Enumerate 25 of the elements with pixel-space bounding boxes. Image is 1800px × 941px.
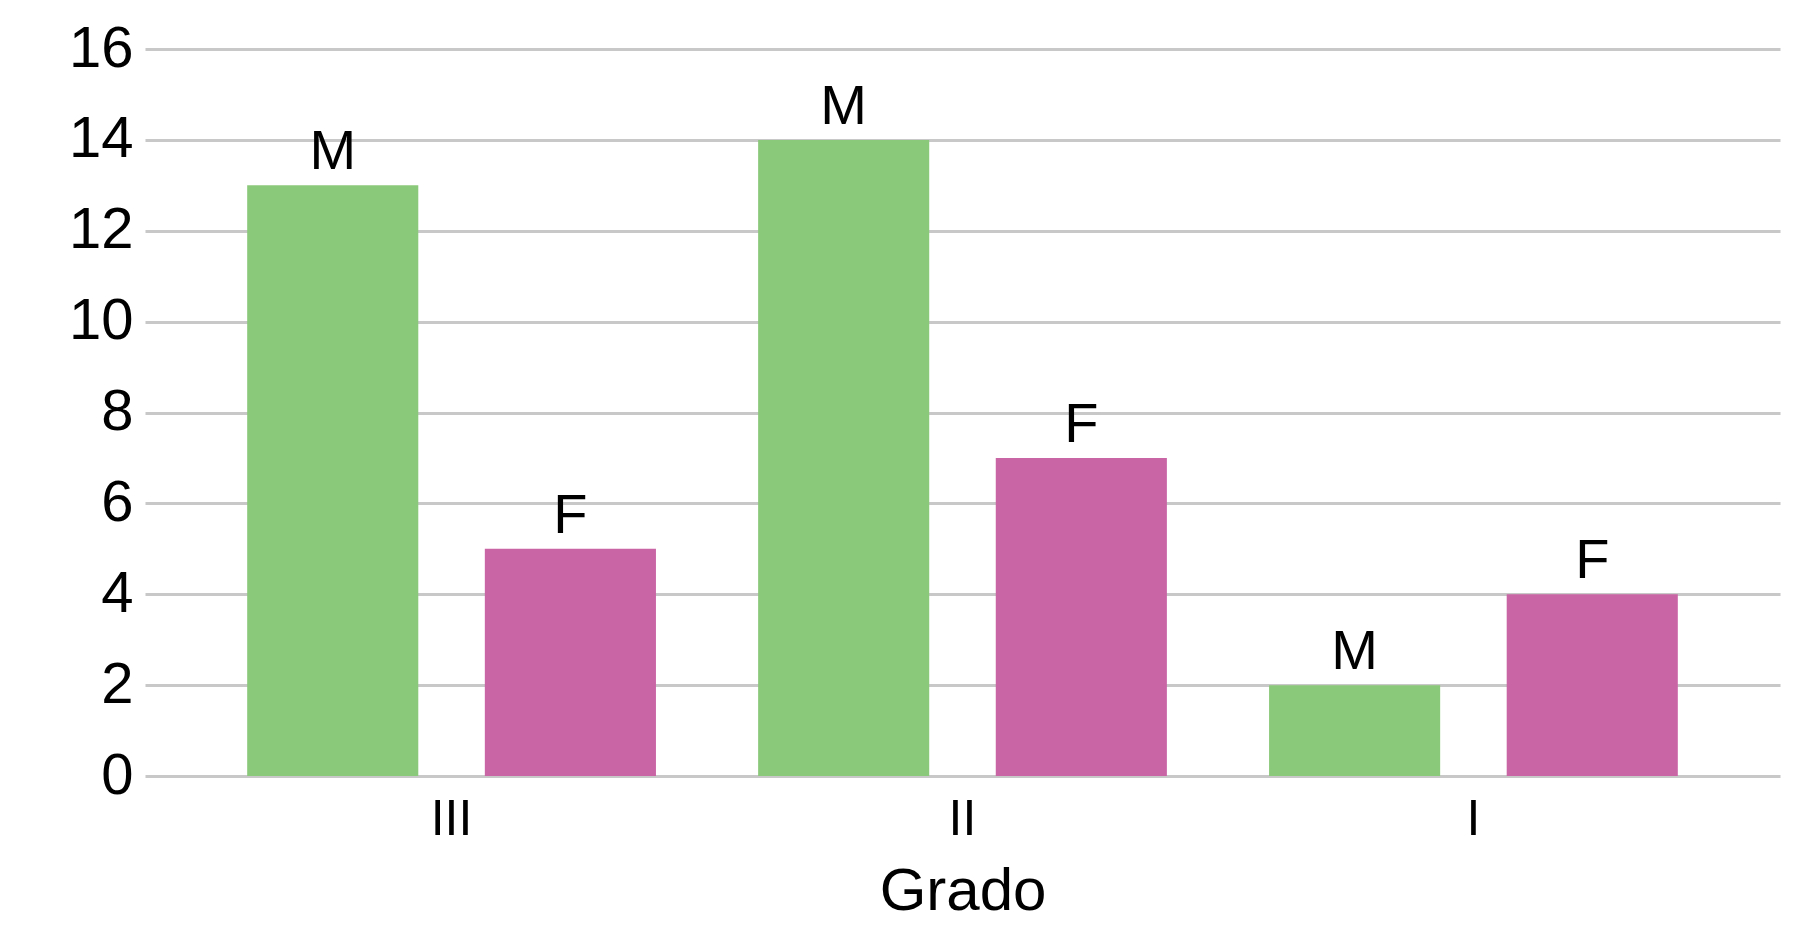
bar bbox=[484, 548, 656, 776]
y-tick-label: 10 bbox=[68, 286, 134, 352]
x-axis-title: Grado bbox=[879, 855, 1047, 923]
bar bbox=[758, 139, 930, 776]
series-label: F bbox=[553, 481, 588, 545]
text: M bbox=[820, 72, 868, 136]
bar bbox=[247, 185, 419, 776]
x-tick-label: III bbox=[430, 789, 473, 846]
series-label: M bbox=[309, 118, 357, 182]
y-tick-label: 8 bbox=[101, 377, 134, 442]
y-tick-label: 4 bbox=[101, 558, 134, 624]
y-tick-label: 12 bbox=[68, 195, 134, 261]
y-tick-label: 14 bbox=[68, 104, 134, 170]
bar bbox=[1269, 685, 1441, 776]
x-tick-label: II bbox=[948, 789, 977, 846]
y-tick-label: 2 bbox=[101, 649, 134, 715]
bar bbox=[1506, 594, 1678, 776]
text: F bbox=[1575, 527, 1610, 591]
bar bbox=[995, 457, 1167, 776]
text: F bbox=[1064, 390, 1099, 454]
x-tick-label: I bbox=[1466, 789, 1481, 846]
y-tick-label: 16 bbox=[68, 13, 134, 79]
text: M bbox=[1331, 618, 1378, 682]
y-tick-label: 0 bbox=[101, 740, 134, 806]
y-tick-label: 6 bbox=[101, 467, 134, 533]
